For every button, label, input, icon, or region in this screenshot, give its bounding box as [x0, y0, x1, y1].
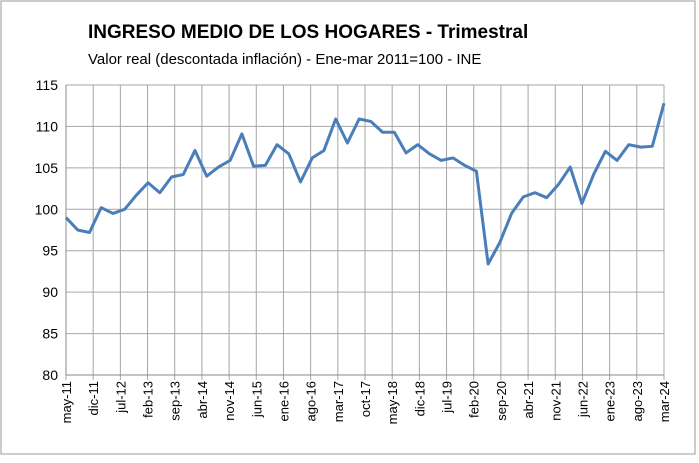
x-tick-label: mar-17	[331, 381, 346, 422]
x-tick-label: sep-13	[168, 381, 183, 421]
y-tick-label: 100	[35, 201, 59, 217]
x-tick-label: dic-11	[86, 381, 101, 415]
series-line	[64, 102, 666, 266]
x-tick-label: jun-15	[249, 381, 264, 418]
x-tick-label: jul-12	[113, 381, 128, 414]
x-tick-label: ago-16	[304, 381, 319, 421]
y-tick-label: 90	[42, 284, 58, 300]
y-tick-label: 85	[42, 326, 58, 342]
x-tick-label: nov-14	[222, 381, 237, 421]
x-tick-label: ago-23	[630, 381, 645, 421]
x-tick-label: ene-23	[603, 381, 618, 421]
x-tick-label: abr-14	[195, 381, 210, 419]
chart-subtitle: Valor real (descontada inflación) - Ene-…	[88, 51, 481, 68]
x-tick-label: nov-21	[548, 381, 563, 421]
x-tick-label: feb-13	[141, 381, 156, 418]
y-tick-label: 95	[42, 243, 58, 259]
x-tick-label: may-11	[59, 381, 74, 423]
x-tick-label: mar-24	[657, 381, 672, 422]
x-tick-label: may-18	[385, 381, 400, 424]
chart-border	[0, 0, 696, 455]
x-tick-label: sep-20	[494, 381, 509, 421]
x-tick-label: jun-22	[575, 381, 590, 418]
x-tick-label: abr-21	[521, 381, 536, 419]
x-tick-label: dic-18	[412, 381, 427, 416]
y-tick-label: 80	[42, 367, 58, 383]
x-tick-label: ene-16	[276, 381, 291, 421]
y-tick-label: 105	[35, 160, 59, 176]
chart-title: INGRESO MEDIO DE LOS HOGARES - Trimestra…	[88, 22, 528, 43]
x-tick-label: oct-17	[358, 381, 373, 417]
x-tick-label: feb-20	[467, 381, 482, 418]
x-tick-label: jul-19	[440, 381, 455, 414]
y-tick-label: 110	[36, 118, 59, 134]
y-tick-label: 115	[36, 77, 59, 93]
